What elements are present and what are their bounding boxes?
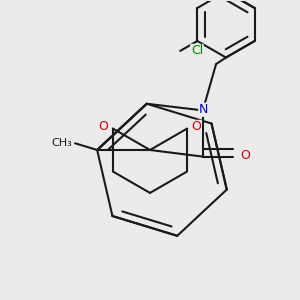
Text: O: O bbox=[99, 120, 109, 134]
Text: O: O bbox=[191, 120, 201, 134]
Text: N: N bbox=[199, 103, 208, 116]
Text: CH₃: CH₃ bbox=[51, 138, 72, 148]
Text: Cl: Cl bbox=[191, 44, 203, 57]
Text: O: O bbox=[240, 149, 250, 162]
